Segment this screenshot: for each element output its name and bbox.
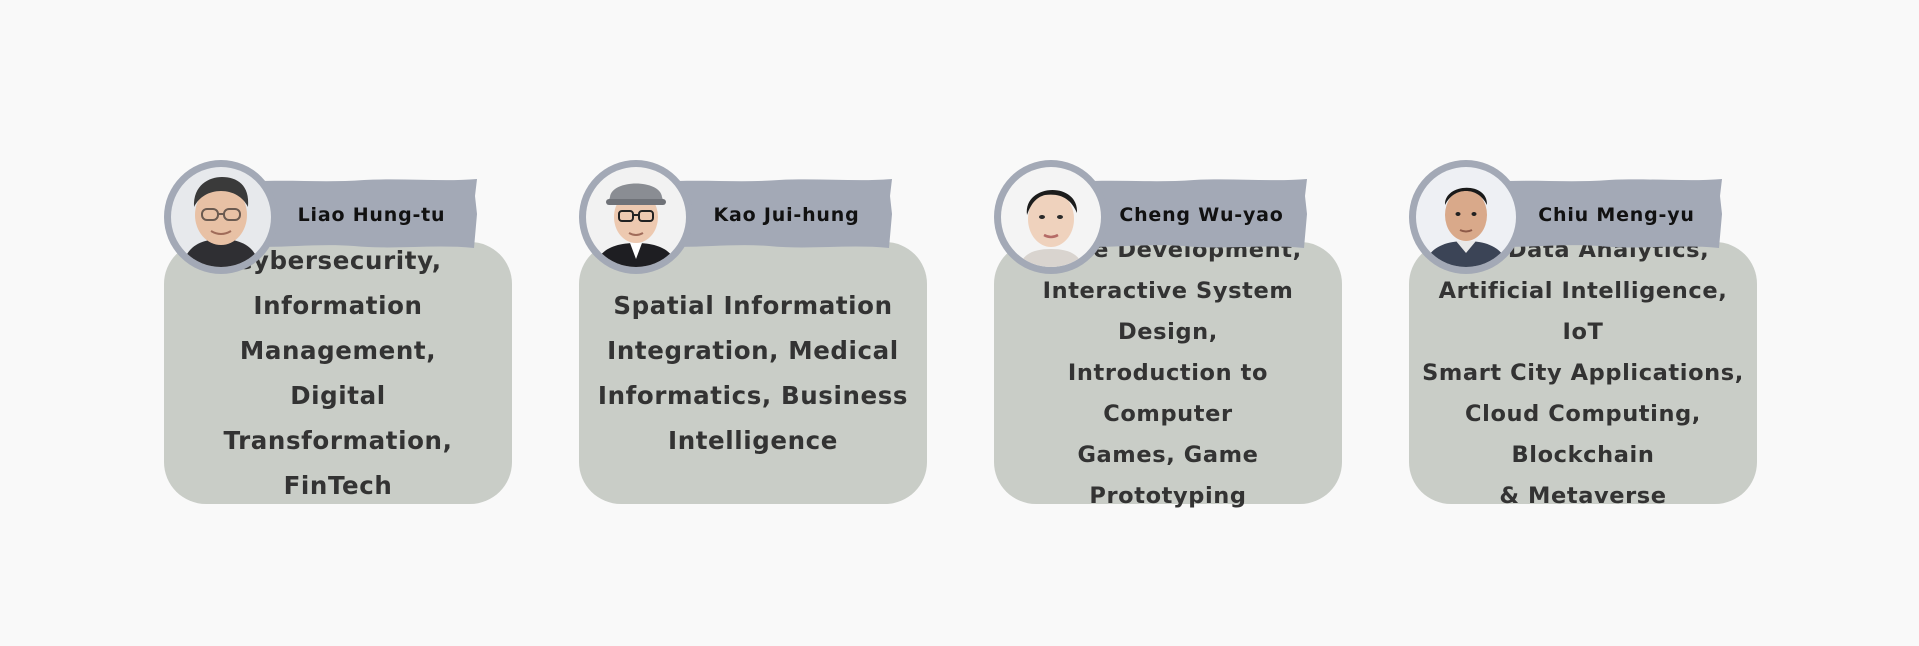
faculty-card: Game Development, Interactive System Des… [994, 160, 1342, 509]
research-areas: Cybersecurity, Information Management, D… [223, 246, 453, 500]
avatar [579, 160, 693, 274]
name-banner: Liao Hung-tu [244, 178, 477, 251]
research-areas: Spatial Information Integration, Medical… [597, 291, 909, 455]
avatar [994, 160, 1108, 274]
card-body: Cybersecurity, Information Management, D… [164, 242, 512, 504]
person-portrait-icon [586, 167, 686, 267]
name-banner: Chiu Meng-yu [1489, 178, 1722, 251]
avatar [1409, 160, 1523, 274]
faculty-name: Cheng Wu-yao [1119, 203, 1284, 226]
name-banner: Cheng Wu-yao [1074, 178, 1307, 251]
faculty-name: Chiu Meng-yu [1538, 203, 1695, 226]
faculty-card: Big Data Analytics, Artificial Intellige… [1409, 160, 1757, 509]
research-areas: Big Data Analytics, Artificial Intellige… [1422, 236, 1744, 509]
person-portrait-icon [1416, 167, 1516, 267]
person-portrait-icon [171, 167, 271, 267]
faculty-name: Kao Jui-hung [713, 203, 860, 226]
card-body: Game Development, Interactive System Des… [994, 237, 1342, 509]
name-banner: Kao Jui-hung [659, 178, 892, 251]
card-body: Big Data Analytics, Artificial Intellige… [1409, 237, 1757, 509]
person-portrait-icon [1001, 167, 1101, 267]
faculty-card: Cybersecurity, Information Management, D… [164, 160, 512, 504]
avatar [164, 160, 278, 274]
faculty-card: Spatial Information Integration, Medical… [579, 160, 927, 504]
card-body: Spatial Information Integration, Medical… [579, 242, 927, 504]
faculty-name: Liao Hung-tu [297, 203, 446, 226]
